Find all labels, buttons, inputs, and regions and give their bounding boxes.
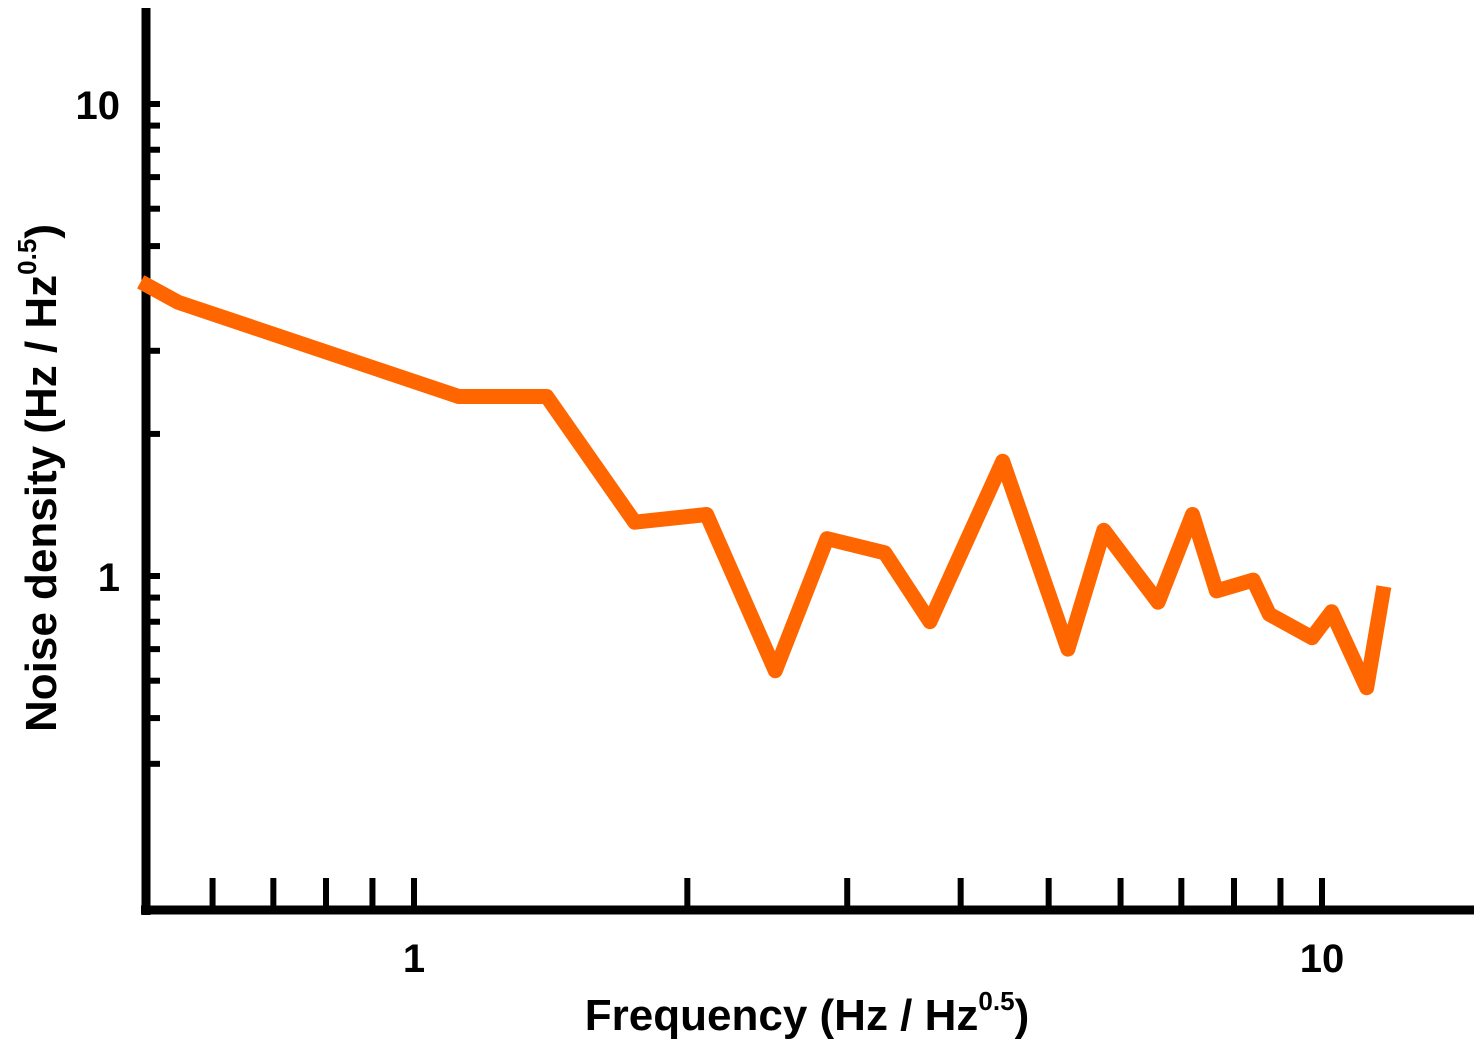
y-tick-label: 1 xyxy=(98,556,120,600)
tick-marks xyxy=(146,101,1325,910)
x-tick-label: 10 xyxy=(1300,937,1345,981)
x-axis-title: Frequency (Hz / Hz0.5) xyxy=(585,986,1029,1040)
series-line xyxy=(137,275,1392,696)
x-tick-label: 1 xyxy=(403,937,425,981)
x-axis-title-superscript: 0.5 xyxy=(978,986,1014,1016)
y-tick-label: 10 xyxy=(76,84,121,128)
series-group xyxy=(137,275,1392,696)
y-axis-title: Noise density (Hz / Hz0.5) xyxy=(12,224,66,732)
tick-labels: 1 10 1 10 xyxy=(76,84,1345,981)
axes xyxy=(141,8,1474,915)
y-axis-title-superscript: 0.5 xyxy=(12,239,42,275)
